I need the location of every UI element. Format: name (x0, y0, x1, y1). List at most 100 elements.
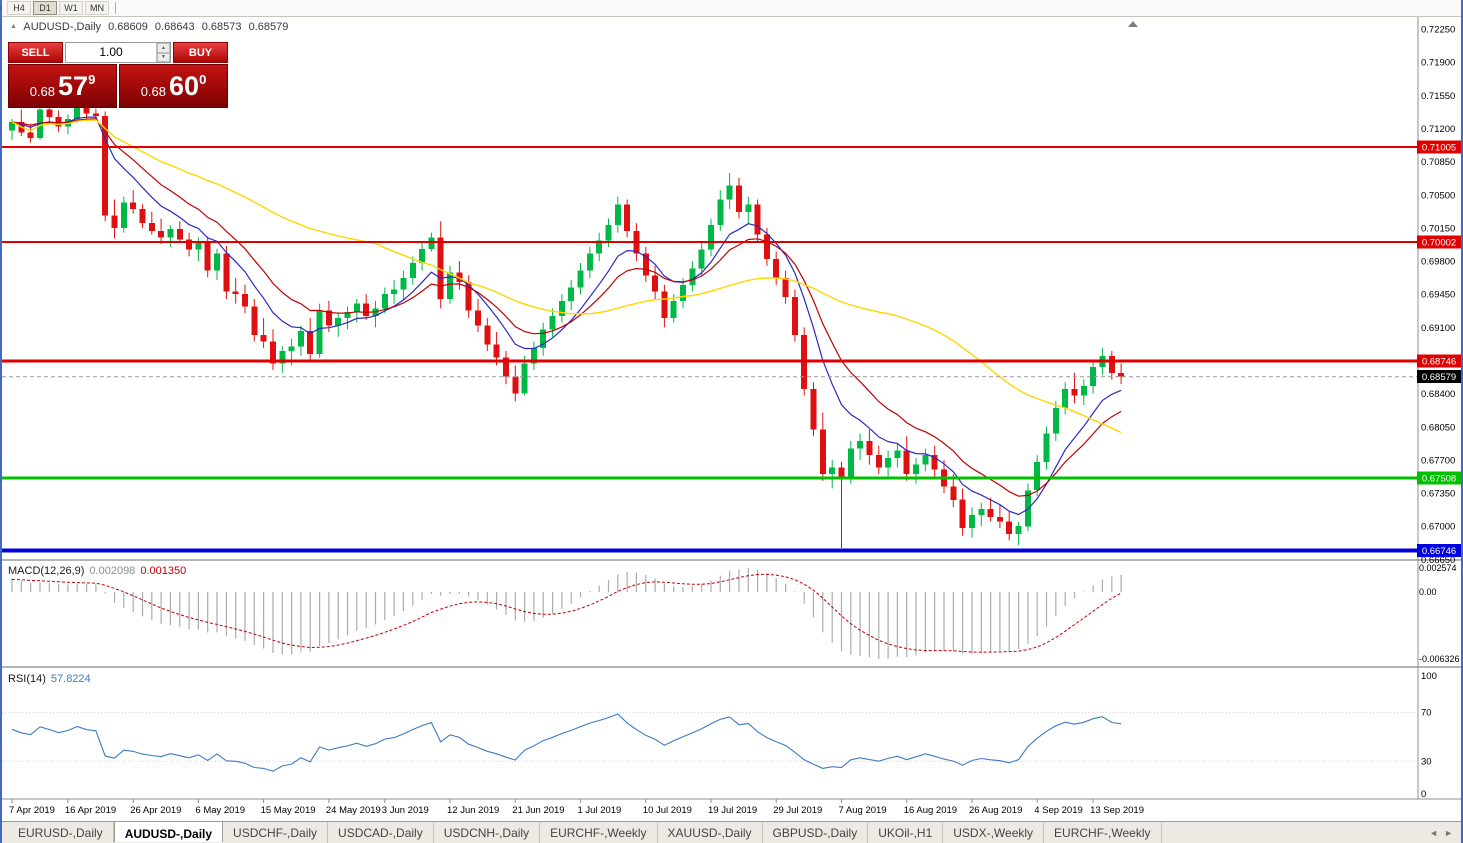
candle-body (680, 284, 686, 301)
candle-body (447, 272, 453, 299)
date-tick-label: 6 May 2019 (195, 805, 245, 816)
chart-shift-marker[interactable] (1128, 21, 1138, 27)
candle-body (959, 499, 966, 529)
buy-price-display[interactable]: 0.68 60 0 (119, 64, 228, 108)
candle-body (176, 228, 183, 240)
sell-button[interactable]: SELL (8, 42, 63, 63)
chart-canvas[interactable]: 0.72250 0.71900 0.71550 0.71200 0.70850 0.705… (0, 17, 1463, 821)
tab-scroll-right-icon[interactable]: ► (1444, 827, 1453, 838)
price-tick-label: 0.69450 (1421, 290, 1455, 301)
candle-body (875, 455, 882, 468)
candle-body (950, 486, 957, 500)
macd-main-value: 0.002098 (89, 565, 136, 577)
sell-price-pips: 57 (58, 70, 89, 101)
candle-body (335, 317, 342, 326)
macd-axis-label: 0.002574 (1419, 563, 1457, 573)
sell-price-display[interactable]: 0.68 57 9 (8, 64, 117, 108)
chart-tab[interactable]: XAUUSD-,Daily (658, 822, 763, 843)
candle-body (46, 109, 53, 118)
candle-body (130, 202, 137, 209)
svg-text:0.68746: 0.68746 (1422, 356, 1456, 367)
candle-body (437, 237, 444, 299)
buy-price-pips: 60 (169, 70, 200, 101)
date-tick-label: 16 Apr 2019 (65, 805, 116, 816)
svg-text:0.68579: 0.68579 (1422, 372, 1456, 383)
chart-tab[interactable]: EURCHF-,Weekly (1044, 822, 1162, 843)
candle-body (922, 455, 929, 465)
candle-body (530, 348, 537, 364)
ma-mid-line (11, 118, 1122, 497)
tab-scroll-left-icon[interactable]: ◄ (1429, 827, 1439, 838)
timeframe-buttons: H4 D1 W1 MN (7, 1, 111, 15)
window-border-right (1461, 0, 1463, 843)
candle-body (493, 344, 500, 358)
candle-body (596, 240, 603, 254)
rsi-indicator-label: RSI(14) 57.8224 (8, 673, 91, 685)
ma-slow-line (11, 119, 1122, 434)
chart-tab[interactable]: USDCAD-,Daily (328, 822, 434, 843)
price-tick-label: 0.71900 (1421, 58, 1455, 69)
price-tick-label: 0.68400 (1421, 389, 1455, 400)
candle-body (9, 121, 15, 131)
timeframe-button-H4[interactable]: H4 (7, 1, 31, 15)
ohlc-open: 0.68609 (108, 21, 148, 33)
candle-body (736, 185, 742, 212)
chart-tab[interactable]: USDCNH-,Daily (434, 822, 541, 843)
timeframe-button-D1[interactable]: D1 (33, 1, 57, 15)
window-border-left (0, 0, 2, 843)
date-tick-label: 12 Jun 2019 (447, 805, 499, 816)
candle-body (1006, 521, 1013, 534)
volume-increase-button[interactable]: ▲ (157, 43, 170, 53)
candle-body (465, 281, 472, 311)
price-tick-label: 0.69800 (1421, 257, 1455, 268)
candle-body (586, 253, 593, 271)
chart-tab[interactable]: USDX-,Weekly (943, 822, 1045, 843)
chart-tab-bar: EURUSD-,Daily AUDUSD-,Daily USDCHF-,Daily U… (2, 821, 1461, 843)
candle-body (521, 363, 528, 394)
price-tick-label: 0.71200 (1421, 124, 1455, 135)
chart-tab[interactable]: UKOil-,H1 (868, 822, 944, 843)
svg-text:0.67508: 0.67508 (1422, 474, 1456, 485)
date-tick-label: 1 Jul 2019 (578, 805, 622, 816)
timeframe-button-W1[interactable]: W1 (59, 1, 83, 15)
candle-body (288, 346, 295, 351)
macd-axis-label: 0.00 (1419, 587, 1437, 597)
chart-tabs: EURUSD-,Daily AUDUSD-,Daily USDCHF-,Daily U… (8, 821, 1162, 843)
candle-body (279, 351, 286, 364)
price-tick-label: 0.66650 (1421, 555, 1455, 566)
chart-tab[interactable]: EURCHF-,Weekly (540, 822, 658, 843)
candle-body (260, 335, 267, 342)
volume-spinner[interactable]: 1.00 ▲ ▼ (65, 42, 171, 63)
tab-scroll-arrows: ◄ ► (1429, 822, 1453, 843)
buy-button[interactable]: BUY (173, 42, 228, 63)
ohlc-close: 0.68579 (248, 21, 289, 33)
candle-body (512, 376, 519, 394)
price-tick-label: 0.69100 (1421, 323, 1455, 334)
candle-body (484, 325, 491, 345)
volume-decrease-button[interactable]: ▼ (157, 52, 170, 62)
ohlc-high: 0.68643 (154, 21, 195, 33)
chart-tab[interactable]: EURUSD-,Daily (8, 822, 114, 843)
date-tick-label: 4 Sep 2019 (1034, 805, 1083, 816)
chart-tab[interactable]: GBPUSD-,Daily (763, 822, 869, 843)
volume-value[interactable]: 1.00 (99, 45, 123, 59)
candle-body (1080, 386, 1087, 396)
rsi-axis-label: 100 (1421, 671, 1437, 682)
candle-body (344, 312, 351, 318)
panel-separator[interactable] (0, 666, 1461, 668)
candle-body (624, 204, 631, 231)
chart-tab[interactable]: AUDUSD-,Daily (113, 821, 224, 842)
candle-body (167, 228, 174, 238)
candle-body (186, 239, 193, 250)
panel-separator[interactable] (0, 559, 1461, 561)
candle-body (810, 388, 817, 430)
chart-tab[interactable]: USDCHF-,Daily (223, 822, 329, 843)
candle-body (381, 294, 388, 309)
rsi-axis-label: 30 (1421, 756, 1432, 767)
candle-body (325, 310, 332, 326)
candle-body (297, 331, 304, 347)
candle-body (708, 225, 714, 250)
candle-body (391, 289, 398, 295)
timeframe-button-MN[interactable]: MN (85, 1, 109, 15)
ohlc-low: 0.68573 (201, 21, 242, 33)
